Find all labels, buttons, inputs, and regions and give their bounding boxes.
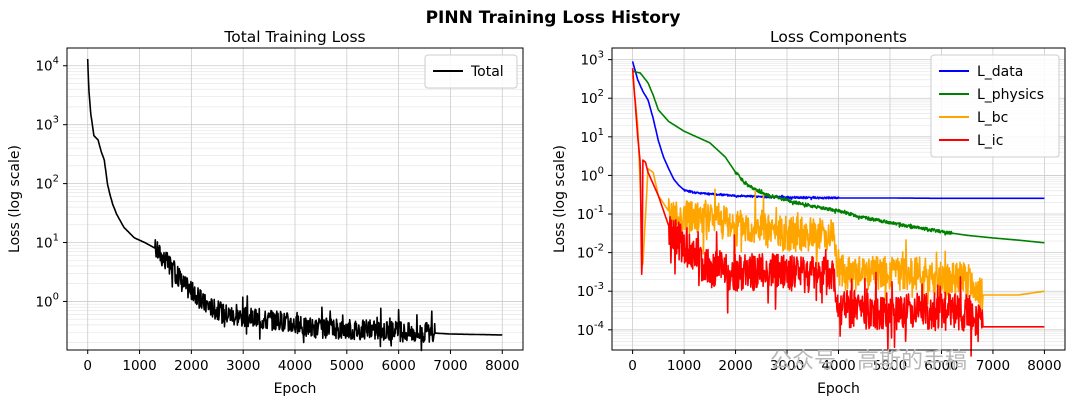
series-line-l-bc <box>631 74 1045 313</box>
y-tick-label: 10-2 <box>577 243 604 262</box>
y-tick-label: 101 <box>35 233 59 252</box>
y-tick-label: 102 <box>35 174 59 193</box>
series-line-total <box>86 58 503 352</box>
series-line-l-data <box>631 61 1045 201</box>
x-tick-label: 0 <box>628 358 637 374</box>
y-tick-label: 104 <box>35 56 59 75</box>
watermark-text: 公众号 · 高斯的手稿 <box>770 349 967 374</box>
x-tick-label: 8000 <box>1027 358 1061 374</box>
plot-frame <box>66 47 524 351</box>
y-tick-label: 102 <box>580 88 604 107</box>
plot-frame <box>611 47 1066 351</box>
x-tick-label: 5000 <box>330 358 364 374</box>
series-line-l-physics <box>632 70 1045 244</box>
series-line-l-ic <box>631 68 1045 357</box>
legend-label: L_ic <box>977 133 1003 149</box>
chart-title: Total Training Loss <box>223 28 365 46</box>
legend-box <box>424 54 518 89</box>
y-axis-label: Loss (log scale) <box>7 145 23 253</box>
figure-title: PINN Training Loss History <box>426 8 681 28</box>
x-tick-label: 7000 <box>976 358 1010 374</box>
legend-box <box>930 54 1060 158</box>
x-tick-label: 2000 <box>718 358 752 374</box>
y-tick-label: 103 <box>35 115 59 134</box>
chart-title: Loss Components <box>770 28 907 46</box>
y-tick-label: 10-4 <box>577 320 604 339</box>
legend-label: Total <box>470 64 504 80</box>
legend-label: L_physics <box>977 87 1044 103</box>
x-tick-label: 1000 <box>122 358 156 374</box>
x-axis-label: Epoch <box>274 381 317 397</box>
x-tick-label: 0 <box>83 358 92 374</box>
x-tick-label: 6000 <box>924 358 958 374</box>
y-tick-label: 100 <box>580 165 604 184</box>
x-tick-label: 2000 <box>174 358 208 374</box>
y-axis-label: Loss (log scale) <box>552 145 568 253</box>
x-tick-label: 7000 <box>433 358 467 374</box>
legend-label: L_data <box>977 64 1023 80</box>
x-tick-label: 4000 <box>278 358 312 374</box>
y-tick-label: 100 <box>35 291 59 310</box>
y-tick-label: 10-1 <box>577 204 604 223</box>
legend-label: L_bc <box>977 110 1008 126</box>
loss-components-chart: 10-4 10-3 10-2 10-1 100 101 102 103 0 1000 2000 300… <box>552 28 1066 397</box>
total-loss-chart: 100 101 102 103 104 0 1000 2000 3000 4000 5000 6000… <box>7 28 524 397</box>
x-tick-label: 6000 <box>381 358 415 374</box>
y-tick-label: 10-3 <box>577 281 604 300</box>
x-tick-label: 1000 <box>667 358 701 374</box>
x-tick-label: 3000 <box>226 358 260 374</box>
y-tick-label: 101 <box>580 127 604 146</box>
x-tick-label: 3000 <box>770 358 804 374</box>
x-axis-label: Epoch <box>817 381 860 397</box>
x-tick-label: 4000 <box>821 358 855 374</box>
x-tick-label: 8000 <box>485 358 519 374</box>
x-tick-label: 5000 <box>873 358 907 374</box>
y-tick-label: 103 <box>580 50 604 69</box>
